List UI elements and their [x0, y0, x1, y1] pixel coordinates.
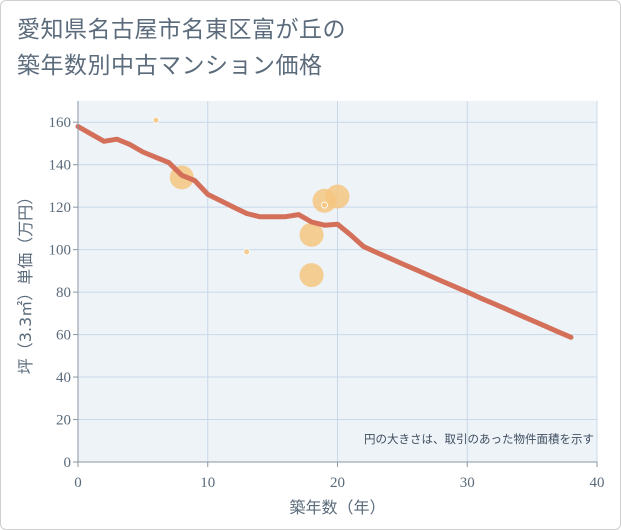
x-axis-label: 築年数（年）	[289, 498, 385, 517]
y-tick-label: 20	[56, 413, 71, 429]
y-tick-label: 0	[64, 455, 72, 471]
x-tick-label: 10	[200, 475, 215, 491]
trend-line	[75, 124, 574, 340]
axes: 0 10 20 30 40 0 20 40 60 80 100 120 140 160	[49, 101, 605, 491]
y-tick-label: 120	[49, 200, 72, 216]
bubble-point	[243, 248, 251, 256]
bubble-point	[321, 201, 328, 209]
title-line-2: 築年数別中古マンション価格	[17, 53, 323, 79]
y-tick-label: 140	[49, 158, 72, 174]
x-tick-label: 20	[330, 475, 345, 491]
y-tick-label: 40	[56, 370, 71, 386]
size-note: 円の大きさは、取引のあった物件面積を示す	[364, 432, 594, 446]
bubble-point	[325, 184, 350, 209]
x-tick-label: 30	[460, 475, 475, 491]
y-tick-label: 80	[56, 285, 71, 301]
y-tick-label: 60	[56, 328, 71, 344]
y-tick-label: 160	[49, 115, 72, 131]
x-tick-label: 40	[590, 475, 605, 491]
bubble-point	[299, 222, 324, 247]
bubble-point	[152, 116, 160, 124]
title-line-1: 愛知県名古屋市名東区富が丘の	[17, 17, 346, 43]
bubble-point	[299, 263, 324, 288]
chart-title: 愛知県名古屋市名東区富が丘の 築年数別中古マンション価格	[17, 12, 346, 84]
y-tick-label: 100	[49, 243, 72, 259]
x-tick-label: 0	[74, 475, 82, 491]
y-axis-label: 坪（3.3㎡）単価（万円）	[16, 189, 35, 374]
